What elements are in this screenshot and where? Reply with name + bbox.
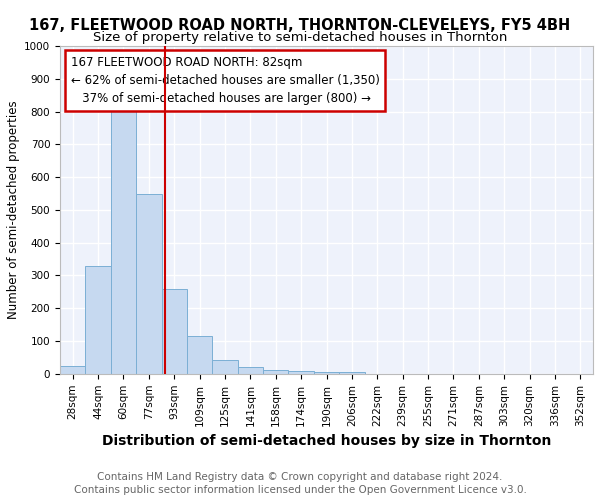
Bar [263, 370, 289, 374]
Bar [314, 372, 339, 374]
Bar [212, 360, 238, 374]
Bar [60, 366, 85, 374]
Text: Contains HM Land Registry data © Crown copyright and database right 2024.: Contains HM Land Registry data © Crown c… [97, 472, 503, 482]
Bar [136, 194, 161, 374]
Text: 167 FLEETWOOD ROAD NORTH: 82sqm
← 62% of semi-detached houses are smaller (1,350: 167 FLEETWOOD ROAD NORTH: 82sqm ← 62% of… [71, 56, 379, 105]
Bar [289, 370, 314, 374]
Text: Size of property relative to semi-detached houses in Thornton: Size of property relative to semi-detach… [93, 31, 507, 44]
Bar [85, 266, 111, 374]
Text: 167, FLEETWOOD ROAD NORTH, THORNTON-CLEVELEYS, FY5 4BH: 167, FLEETWOOD ROAD NORTH, THORNTON-CLEV… [29, 18, 571, 32]
Bar [339, 372, 365, 374]
Y-axis label: Number of semi-detached properties: Number of semi-detached properties [7, 100, 20, 319]
Bar [111, 102, 136, 374]
Bar [161, 288, 187, 374]
Bar [187, 336, 212, 374]
Text: Contains public sector information licensed under the Open Government Licence v3: Contains public sector information licen… [74, 485, 526, 495]
Bar [238, 368, 263, 374]
X-axis label: Distribution of semi-detached houses by size in Thornton: Distribution of semi-detached houses by … [102, 434, 551, 448]
